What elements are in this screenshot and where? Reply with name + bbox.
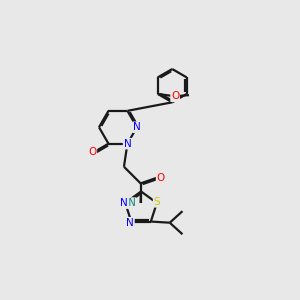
Text: O: O [88,147,96,157]
Text: O: O [171,91,179,101]
Text: N: N [133,122,141,132]
Text: O: O [157,172,165,183]
Text: N: N [126,218,134,228]
Text: HN: HN [121,198,136,208]
Text: N: N [120,198,128,208]
Text: N: N [124,139,131,148]
Text: S: S [154,197,160,207]
